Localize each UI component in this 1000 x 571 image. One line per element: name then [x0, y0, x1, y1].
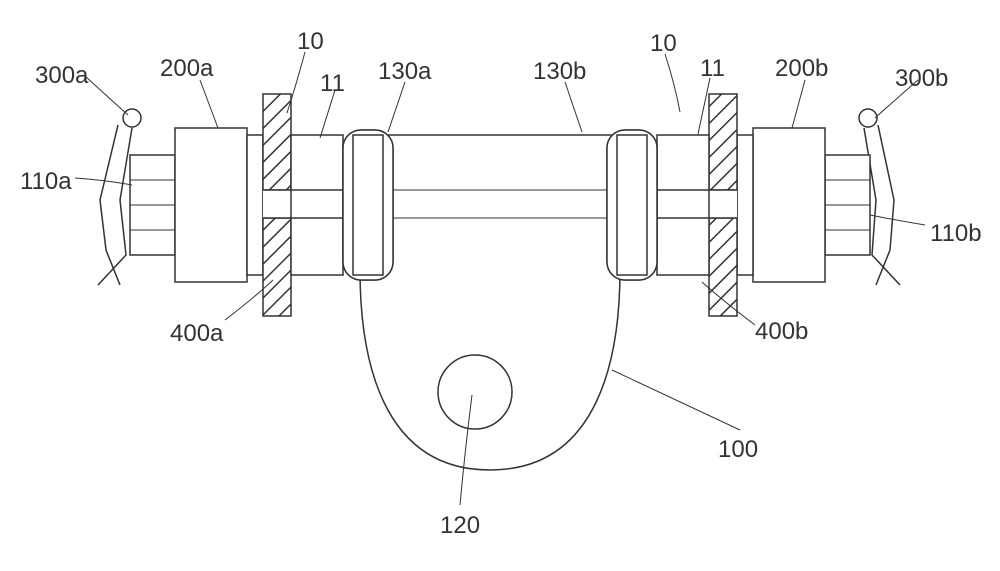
label-130b: 130b — [533, 58, 586, 86]
technical-diagram — [0, 0, 1000, 571]
label-200b: 200b — [775, 55, 828, 83]
label-110b: 110b — [930, 220, 982, 248]
label-300b: 300b — [895, 65, 948, 93]
label-110a: 110a — [20, 168, 72, 196]
label-10b: 10 — [650, 30, 677, 58]
label-11b: 11 — [700, 55, 725, 83]
label-200a: 200a — [160, 55, 213, 83]
label-300a: 300a — [35, 62, 88, 90]
label-130a: 130a — [378, 58, 431, 86]
label-120: 120 — [440, 512, 480, 540]
label-400a: 400a — [170, 320, 223, 348]
label-10a: 10 — [297, 28, 324, 56]
label-11a: 11 — [320, 70, 345, 98]
label-100: 100 — [718, 436, 758, 464]
label-400b: 400b — [755, 318, 808, 346]
